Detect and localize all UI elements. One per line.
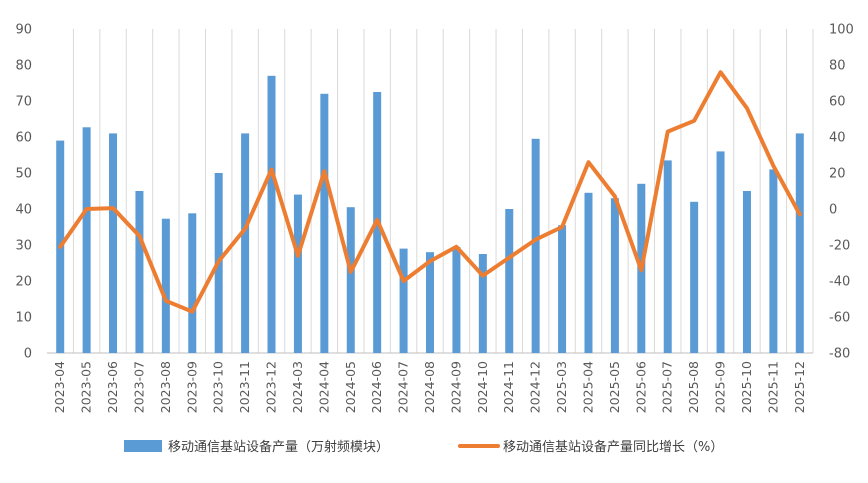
left-y-axis: 0 10 20 30 40 50 60 70 80 90	[15, 23, 32, 362]
line-series	[58, 70, 802, 314]
bar	[558, 225, 567, 353]
x-tick-label: 2024-03	[290, 361, 305, 413]
x-tick-label: 2024-07	[396, 361, 411, 413]
x-tick-label: 2023-12	[264, 361, 279, 413]
x-tick-label: 2025-05	[607, 361, 622, 413]
bar	[241, 133, 250, 353]
left-tick-label: 30	[15, 239, 32, 254]
right-tick-label: -40	[829, 275, 850, 290]
bar	[690, 201, 699, 353]
grid-lines	[47, 29, 814, 354]
x-tick-label: 2025-11	[765, 361, 780, 413]
bar	[478, 254, 487, 353]
x-tick-label: 2025-03	[554, 361, 569, 413]
bar	[742, 191, 751, 353]
bar	[82, 127, 91, 353]
left-tick-label: 90	[15, 23, 32, 38]
bar	[769, 169, 778, 353]
left-tick-label: 50	[15, 167, 32, 182]
x-tick-label: 2024-11	[501, 361, 516, 413]
bar	[716, 151, 725, 353]
legend-bar-swatch	[124, 440, 162, 452]
x-tick-label: 2025-06	[633, 361, 648, 413]
right-tick-label: 100	[829, 23, 854, 38]
legend: 移动通信基站设备产量（万射频模块） 移动通信基站设备产量同比增长（%）	[124, 439, 723, 455]
bar	[426, 252, 434, 353]
x-tick-label: 2023-06	[105, 361, 120, 413]
x-tick-label: 2023-04	[52, 361, 67, 413]
bar	[320, 93, 329, 354]
x-tick-label: 2024-10	[475, 361, 490, 413]
x-tick-label: 2023-08	[158, 361, 173, 413]
right-tick-label: -60	[829, 311, 850, 326]
left-tick-label: 60	[15, 131, 32, 146]
bar	[188, 213, 197, 353]
right-tick-label: -80	[829, 347, 850, 362]
x-axis: 2023-04 2023-05 2023-06 2023-07 2023-08 2023-…	[52, 361, 807, 413]
left-tick-label: 0	[24, 347, 32, 362]
x-tick-label: 2024-12	[528, 361, 543, 413]
x-tick-label: 2023-11	[237, 361, 252, 413]
bar	[161, 218, 170, 353]
x-tick-label: 2023-07	[131, 361, 146, 413]
x-tick-label: 2024-05	[343, 361, 358, 413]
x-tick-label: 2025-10	[739, 361, 754, 413]
right-tick-label: 0	[829, 203, 837, 218]
right-tick-label: 20	[829, 167, 846, 182]
x-tick-label: 2025-12	[792, 361, 807, 413]
bar	[346, 207, 355, 353]
x-tick-label: 2024-09	[448, 361, 463, 413]
legend-bar-label: 移动通信基站设备产量（万射频模块）	[168, 439, 389, 455]
x-tick-label: 2023-05	[79, 361, 94, 413]
right-tick-label: -20	[829, 239, 850, 254]
left-tick-label: 80	[15, 59, 32, 74]
bar	[795, 133, 804, 353]
bar	[531, 138, 540, 353]
bar	[505, 209, 514, 353]
bar	[452, 246, 461, 353]
legend-line-label: 移动通信基站设备产量同比增长（%）	[503, 439, 723, 455]
right-tick-label: 60	[829, 95, 846, 110]
x-tick-label: 2024-04	[316, 361, 331, 413]
left-tick-label: 20	[15, 275, 32, 290]
bar	[267, 75, 276, 354]
left-tick-label: 10	[15, 311, 32, 326]
left-tick-label: 40	[15, 203, 32, 218]
bar	[610, 198, 619, 353]
x-tick-label: 2025-04	[580, 361, 595, 413]
left-tick-label: 70	[15, 95, 32, 110]
x-tick-label: 2023-09	[184, 361, 199, 413]
x-tick-label: 2024-06	[369, 361, 384, 413]
bar-series	[56, 75, 804, 354]
right-y-axis: -80 -60 -40 -20 0 20 40 60 80 100	[829, 23, 854, 362]
bar	[293, 194, 302, 353]
bar	[663, 160, 672, 353]
x-tick-label: 2024-08	[422, 361, 437, 413]
bar	[399, 248, 408, 353]
right-tick-label: 40	[829, 131, 846, 146]
bar	[109, 133, 118, 353]
x-tick-label: 2025-08	[686, 361, 701, 413]
x-tick-label: 2025-07	[660, 361, 675, 413]
right-tick-label: 80	[829, 59, 846, 74]
bar	[584, 192, 593, 353]
x-tick-label: 2025-09	[713, 361, 728, 413]
x-tick-label: 2023-10	[211, 361, 226, 413]
bar	[135, 191, 144, 353]
